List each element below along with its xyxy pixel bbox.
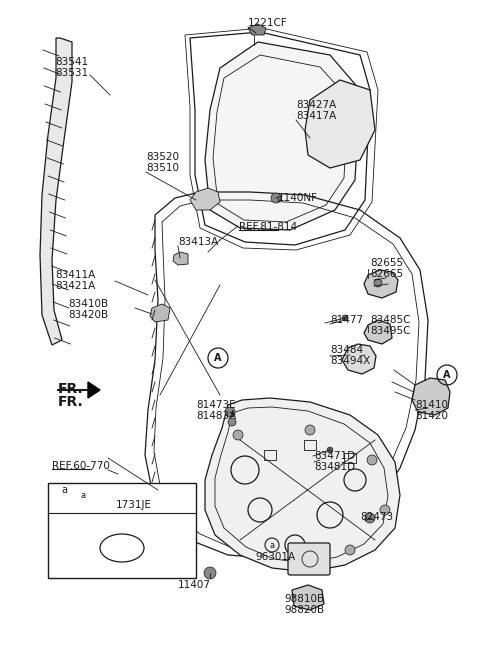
Text: 81420: 81420	[415, 411, 448, 421]
Text: 83421A: 83421A	[55, 281, 95, 291]
Polygon shape	[364, 320, 392, 344]
Text: 83541: 83541	[55, 57, 88, 67]
Bar	[304, 440, 316, 450]
Text: 83520: 83520	[146, 152, 179, 162]
Text: 83417A: 83417A	[296, 111, 336, 121]
Text: 83420B: 83420B	[68, 310, 108, 320]
Circle shape	[225, 407, 235, 417]
Text: A: A	[443, 370, 451, 380]
Text: 1731JE: 1731JE	[116, 500, 152, 510]
Polygon shape	[205, 42, 360, 230]
Circle shape	[342, 315, 348, 321]
Circle shape	[374, 279, 382, 287]
Text: FR.: FR.	[58, 382, 84, 396]
Text: 1221CF: 1221CF	[248, 18, 288, 28]
FancyBboxPatch shape	[288, 543, 330, 575]
Polygon shape	[292, 585, 324, 610]
Text: 83495C: 83495C	[370, 326, 410, 336]
Text: 82473: 82473	[360, 512, 393, 522]
Bar	[344, 453, 356, 463]
Text: 83494X: 83494X	[330, 356, 370, 366]
Polygon shape	[305, 80, 375, 168]
Text: 81473E: 81473E	[196, 400, 236, 410]
Polygon shape	[412, 378, 450, 415]
Text: 83471D: 83471D	[314, 451, 355, 461]
Text: 98820B: 98820B	[284, 605, 324, 615]
Text: 83413A: 83413A	[178, 237, 218, 247]
Text: 11407: 11407	[178, 580, 211, 590]
Bar	[264, 450, 276, 460]
Polygon shape	[205, 398, 400, 572]
Polygon shape	[173, 252, 188, 265]
Text: 83484: 83484	[330, 345, 363, 355]
Polygon shape	[364, 270, 398, 298]
Circle shape	[271, 193, 281, 203]
Circle shape	[204, 567, 216, 579]
Circle shape	[155, 487, 161, 493]
Text: 82665: 82665	[370, 269, 403, 279]
Polygon shape	[40, 38, 72, 345]
Polygon shape	[190, 188, 220, 210]
Text: 83410B: 83410B	[68, 299, 108, 309]
Polygon shape	[342, 344, 376, 374]
Text: A: A	[214, 353, 222, 363]
Text: 83510: 83510	[146, 163, 179, 173]
Text: 83427A: 83427A	[296, 100, 336, 110]
Text: REF.60-770: REF.60-770	[52, 461, 110, 471]
Text: 83531: 83531	[55, 68, 88, 78]
Polygon shape	[248, 24, 266, 35]
Text: 83485C: 83485C	[370, 315, 410, 325]
Text: 83411A: 83411A	[55, 270, 95, 280]
Text: 83481D: 83481D	[314, 462, 355, 472]
Text: REF.81-814: REF.81-814	[239, 222, 297, 232]
Polygon shape	[150, 304, 170, 322]
Polygon shape	[88, 382, 100, 398]
Text: 81410: 81410	[415, 400, 448, 410]
Circle shape	[365, 513, 375, 523]
Circle shape	[233, 430, 243, 440]
Text: 82655: 82655	[370, 258, 403, 268]
Circle shape	[380, 505, 390, 515]
Text: 1140NF: 1140NF	[278, 193, 318, 203]
Text: a: a	[61, 485, 67, 495]
Text: 81477: 81477	[330, 315, 363, 325]
Circle shape	[305, 425, 315, 435]
Text: 81483A: 81483A	[196, 411, 236, 421]
Circle shape	[228, 418, 236, 426]
Text: 96301A: 96301A	[255, 552, 295, 562]
Circle shape	[345, 545, 355, 555]
Text: a: a	[269, 541, 275, 549]
Text: a: a	[81, 491, 85, 499]
Bar	[48, 483, 196, 578]
Circle shape	[327, 447, 333, 453]
Text: FR.: FR.	[58, 395, 84, 409]
Text: 98810B: 98810B	[284, 594, 324, 604]
Circle shape	[367, 455, 377, 465]
